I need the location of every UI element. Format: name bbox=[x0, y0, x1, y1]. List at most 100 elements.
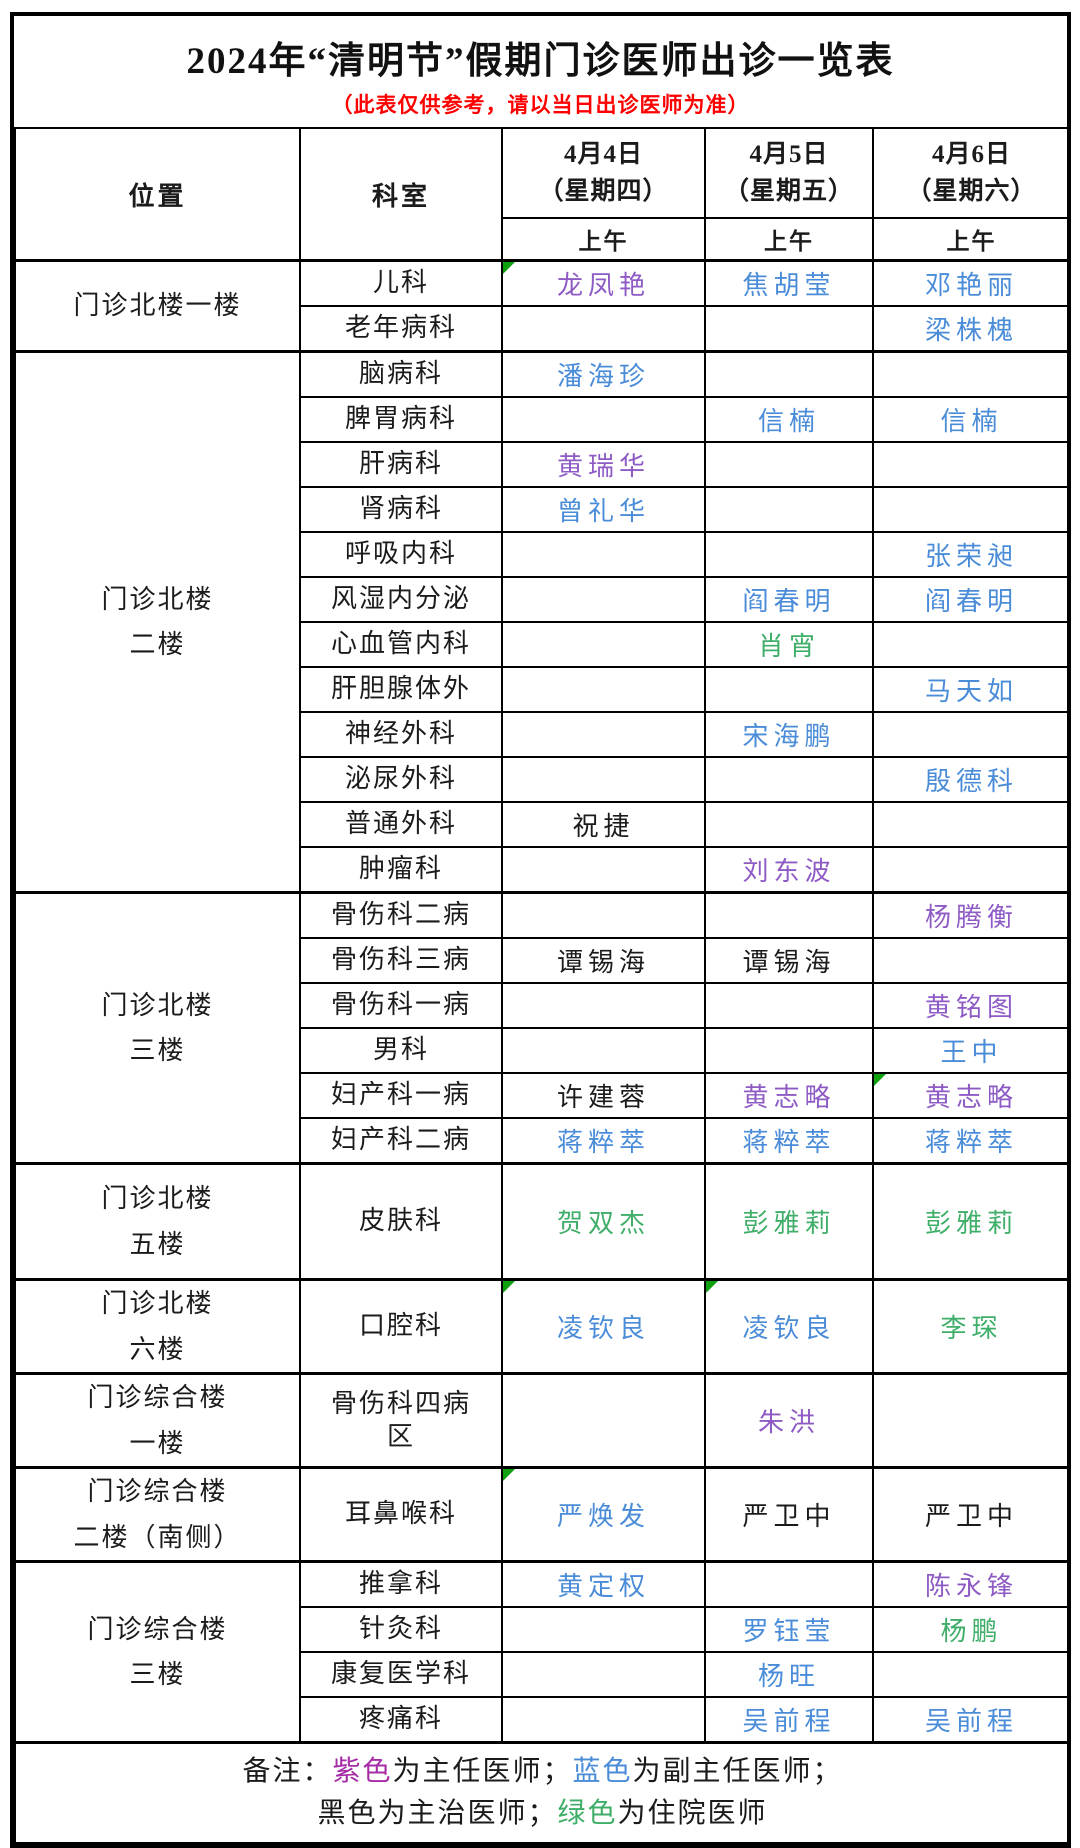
empty-cell bbox=[501, 1696, 706, 1744]
table-row: 门诊综合楼 一楼 骨伤科四病区 朱洪 bbox=[14, 1372, 1071, 1469]
doctor-name: 谭锡海 bbox=[556, 948, 650, 977]
schedule-table-body: 门诊北楼一楼 儿科 龙凤艳 焦胡莹 邓艳丽 老年病科 梁株槐 门诊北楼 二楼 脑病科 潘海珍 脾胃病科… bbox=[14, 259, 1071, 1744]
table-row: 门诊综合楼 二楼（南侧） 耳鼻喉科 严焕发 严卫中 严卫中 bbox=[14, 1466, 1071, 1563]
footer-segment: 备注： bbox=[242, 1756, 333, 1787]
empty-cell bbox=[704, 1027, 874, 1074]
page-subtitle: （此表仅供参考，请以当日出诊医师为准） bbox=[331, 93, 750, 117]
empty-cell bbox=[501, 576, 706, 623]
session-header: 上午 bbox=[704, 217, 874, 262]
header-location: 位置 bbox=[14, 127, 301, 262]
doctor-cell: 谭锡海 bbox=[704, 937, 874, 984]
empty-cell bbox=[704, 441, 874, 488]
location-cell: 门诊北楼 五楼 bbox=[14, 1162, 301, 1281]
table-row: 妇产科一病 许建蓉 黄志略 黄志略 bbox=[15, 1072, 1071, 1119]
empty-cell bbox=[501, 621, 706, 668]
table-row: 康复医学科 杨旺 bbox=[15, 1651, 1071, 1698]
doctor-name: 刘东波 bbox=[742, 857, 836, 886]
doctor-cell: 彭雅莉 bbox=[704, 1162, 874, 1281]
table-row: 男科 王中 bbox=[15, 1027, 1071, 1074]
location-cell: 门诊北楼一楼 bbox=[14, 259, 301, 353]
doctor-cell: 黄定权 bbox=[501, 1560, 706, 1608]
table-row: 门诊北楼 二楼 脑病科 潘海珍 bbox=[14, 350, 1071, 894]
table-row: 骨伤科一病 黄铭图 bbox=[15, 982, 1071, 1029]
footer-segment: 黑色为主治医师； bbox=[317, 1798, 558, 1829]
empty-cell bbox=[501, 396, 706, 443]
empty-cell bbox=[501, 891, 706, 939]
schedule-sheet: 2024年“清明节”假期门诊医师出诊一览表 （此表仅供参考，请以当日出诊医师为准… bbox=[10, 12, 1071, 1848]
department-cell: 骨伤科二病 bbox=[299, 891, 503, 939]
doctor-cell: 殷德科 bbox=[872, 756, 1071, 803]
doctor-cell: 陈永锋 bbox=[872, 1560, 1071, 1608]
department-cell: 泌尿外科 bbox=[299, 756, 503, 803]
doctor-cell: 严卫中 bbox=[872, 1466, 1071, 1563]
doctor-cell: 黄志略 bbox=[872, 1072, 1071, 1119]
empty-cell bbox=[704, 756, 874, 803]
doctor-name: 彭雅莉 bbox=[742, 1209, 836, 1238]
department-cell: 皮肤科 bbox=[299, 1162, 503, 1281]
doctor-name: 罗钰莹 bbox=[742, 1617, 836, 1646]
table-row: 门诊北楼 三楼 骨伤科二病 杨腾衡 bbox=[14, 891, 1071, 1165]
empty-cell bbox=[501, 1027, 706, 1074]
doctor-name: 陈永锋 bbox=[924, 1572, 1018, 1601]
department-cell: 心血管内科 bbox=[299, 621, 503, 668]
doctor-name: 黄志略 bbox=[924, 1083, 1018, 1112]
doctor-name: 殷德科 bbox=[924, 767, 1018, 796]
table-row: 泌尿外科 殷德科 bbox=[15, 756, 1071, 803]
table-row: 心血管内科 肖宵 bbox=[15, 621, 1071, 668]
footer-segment: 为主任医师； bbox=[392, 1756, 573, 1787]
footer-line: 备注：紫色为主任医师；蓝色为副主任医师； bbox=[17, 1751, 1068, 1793]
session-header: 上午 bbox=[872, 217, 1071, 262]
footer-note: 备注：紫色为主任医师；蓝色为副主任医师； 黑色为主治医师；绿色为住院医师 bbox=[14, 1741, 1071, 1844]
department-cell: 风湿内分泌 bbox=[299, 576, 503, 623]
department-cell: 骨伤科一病 bbox=[299, 982, 503, 1029]
doctor-name: 杨腾衡 bbox=[924, 903, 1018, 932]
department-cell: 针灸科 bbox=[299, 1606, 503, 1653]
empty-cell bbox=[872, 937, 1071, 984]
department-cell: 口腔科 bbox=[299, 1278, 503, 1375]
department-cell: 肝病科 bbox=[299, 441, 503, 488]
doctor-cell: 李琛 bbox=[872, 1278, 1071, 1375]
location-cell: 门诊综合楼 一楼 bbox=[14, 1372, 301, 1469]
doctor-cell: 杨旺 bbox=[704, 1651, 874, 1698]
footer-line: 黑色为主治医师；绿色为住院医师 bbox=[17, 1793, 1068, 1835]
doctor-name: 信楠 bbox=[757, 407, 820, 436]
empty-cell bbox=[501, 982, 706, 1029]
table-row: 骨伤科三病 谭锡海 谭锡海 bbox=[15, 937, 1071, 984]
doctor-cell: 肖宵 bbox=[704, 621, 874, 668]
doctor-name: 邓艳丽 bbox=[924, 271, 1018, 300]
department-cell: 妇产科二病 bbox=[299, 1117, 503, 1165]
table-row: 神经外科 宋海鹏 bbox=[15, 711, 1071, 758]
doctor-cell: 曾礼华 bbox=[501, 486, 706, 533]
department-cell: 老年病科 bbox=[299, 305, 503, 353]
table-header: 位置 科室 4月4日 （星期四） 4月5日 （星期五） 4月6日 （星期六） 上午 上午 上午 bbox=[14, 127, 1071, 262]
comment-marker-icon bbox=[504, 1470, 515, 1481]
doctor-name: 朱洪 bbox=[757, 1408, 820, 1437]
comment-marker-icon bbox=[504, 263, 515, 274]
empty-cell bbox=[872, 486, 1071, 533]
schedule-table: 位置 科室 4月4日 （星期四） 4月5日 （星期五） 4月6日 （星期六） 上午 上午 上午… bbox=[14, 127, 1071, 1844]
doctor-name: 吴前程 bbox=[924, 1707, 1018, 1736]
doctor-name: 黄定权 bbox=[556, 1572, 650, 1601]
day-header: 4月4日 （星期四） bbox=[501, 127, 706, 219]
empty-cell bbox=[704, 350, 874, 398]
doctor-cell: 阎春明 bbox=[872, 576, 1071, 623]
session-header: 上午 bbox=[501, 217, 706, 262]
doctor-cell: 阎春明 bbox=[704, 576, 874, 623]
footer-segment: 绿色 bbox=[557, 1798, 618, 1829]
doctor-cell: 焦胡莹 bbox=[704, 259, 874, 307]
table-row: 肿瘤科 刘东波 bbox=[15, 846, 1071, 894]
doctor-cell: 祝捷 bbox=[501, 801, 706, 848]
doctor-cell: 王中 bbox=[872, 1027, 1071, 1074]
footer-segment: 为住院医师 bbox=[617, 1798, 768, 1829]
doctor-name: 严焕发 bbox=[556, 1502, 650, 1531]
doctor-cell: 黄瑞华 bbox=[501, 441, 706, 488]
doctor-cell: 潘海珍 bbox=[501, 350, 706, 398]
department-cell: 肝胆腺体外 bbox=[299, 666, 503, 713]
empty-cell bbox=[501, 756, 706, 803]
department-cell: 推拿科 bbox=[299, 1560, 503, 1608]
table-row: 风湿内分泌 阎春明 阎春明 bbox=[15, 576, 1071, 623]
title-block: 2024年“清明节”假期门诊医师出诊一览表 （此表仅供参考，请以当日出诊医师为准… bbox=[14, 16, 1067, 127]
doctor-name: 彭雅莉 bbox=[924, 1209, 1018, 1238]
doctor-cell: 严焕发 bbox=[501, 1466, 706, 1563]
doctor-name: 宋海鹏 bbox=[742, 722, 836, 751]
